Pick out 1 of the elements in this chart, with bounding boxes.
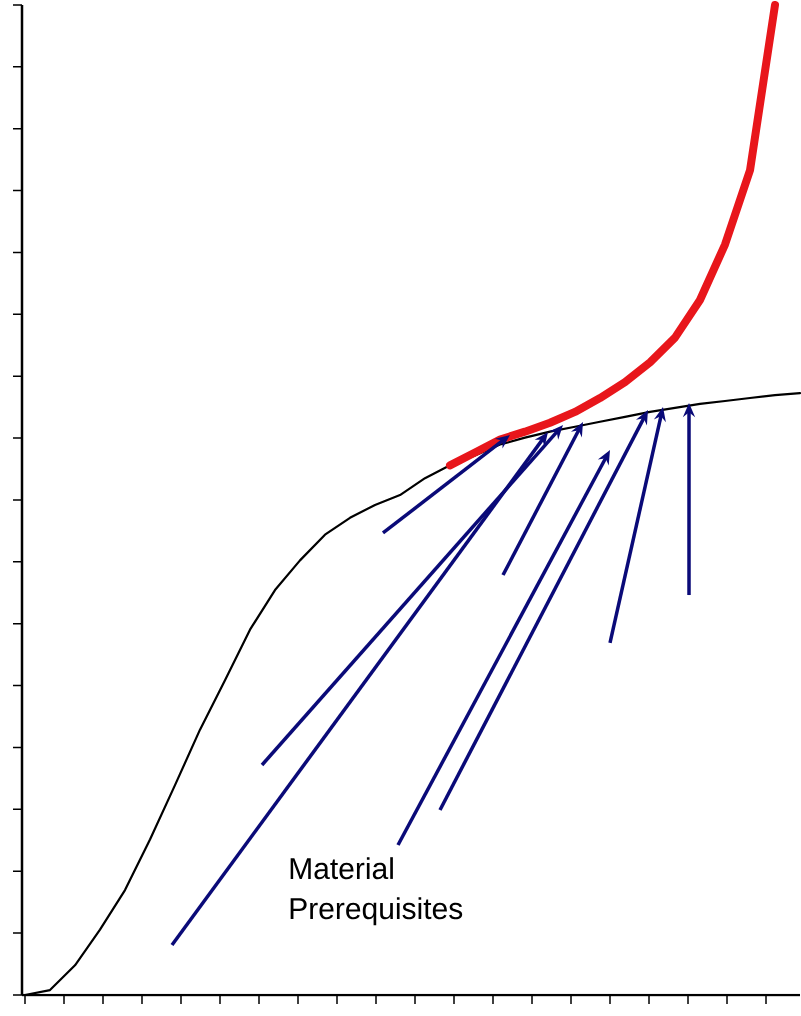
annotation: Material Prerequisites: [290, 857, 463, 926]
